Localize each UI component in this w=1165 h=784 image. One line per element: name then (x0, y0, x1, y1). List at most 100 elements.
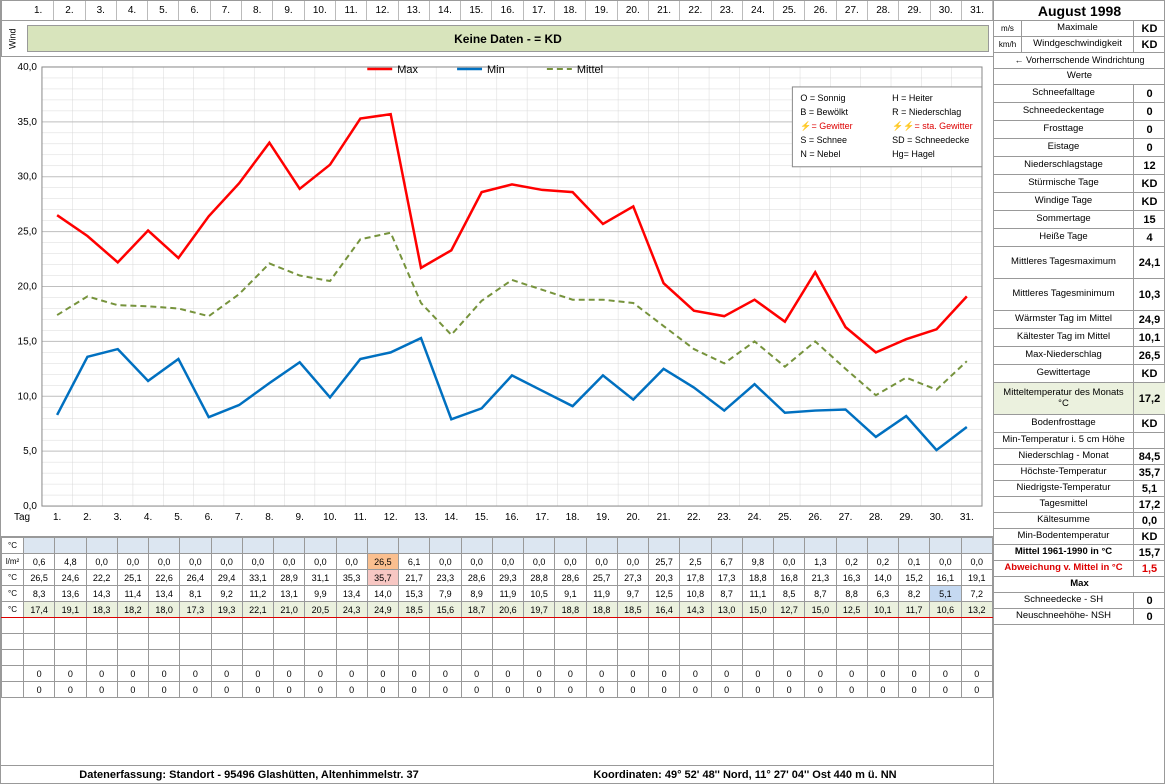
data-cell: 0,0 (930, 554, 961, 570)
data-cell: 9,8 (742, 554, 773, 570)
data-cell: 20,3 (649, 570, 680, 586)
data-cell: 13,2 (961, 602, 993, 618)
svg-text:30.: 30. (930, 512, 944, 523)
data-cell: 21,7 (399, 570, 430, 586)
data-cell (836, 538, 867, 554)
svg-text:10,0: 10,0 (18, 391, 38, 402)
stat-label: Mittleres Tagesmaximum (994, 247, 1133, 278)
data-cell: 0,0 (430, 554, 461, 570)
data-cell: 6,3 (867, 586, 898, 602)
data-cell: 8,9 (461, 586, 492, 602)
data-cell: 18,2 (117, 602, 148, 618)
day-header-cell: 20. (618, 1, 649, 20)
stat-value: 26,5 (1133, 347, 1165, 364)
svg-text:22.: 22. (687, 512, 701, 523)
data-cell: 0,0 (117, 554, 148, 570)
right-column: August 1998 m/s Maximale KD km/h Windges… (993, 1, 1165, 783)
svg-text:1.: 1. (53, 512, 61, 523)
data-cell: 12,7 (774, 602, 805, 618)
data-cell (336, 538, 367, 554)
wetter-row (2, 650, 993, 666)
svg-text:25,0: 25,0 (18, 227, 38, 238)
data-cell: 19,7 (524, 602, 555, 618)
data-cell: 17,4 (24, 602, 55, 618)
stat-value: 0,0 (1133, 513, 1165, 528)
stat-row: Heiße Tage4 (994, 229, 1165, 247)
stat-value: 24,1 (1133, 247, 1165, 278)
data-cell: 7,9 (430, 586, 461, 602)
stat-value: 0 (1133, 103, 1165, 120)
stat-label: Sommertage (994, 211, 1133, 228)
svg-text:21.: 21. (657, 512, 671, 523)
stat-row: Schneefalltage0 (994, 85, 1165, 103)
data-cell (274, 538, 305, 554)
data-cell: 10,5 (524, 586, 555, 602)
data-cell: 25,7 (586, 570, 617, 586)
day-header-cell: 1. (23, 1, 54, 20)
svg-text:19.: 19. (596, 512, 610, 523)
data-cell: 29,3 (492, 570, 523, 586)
day-header-cell: 19. (586, 1, 617, 20)
data-cell: 10,6 (930, 602, 961, 618)
data-cell: 20,5 (305, 602, 336, 618)
table-row: °C26,524,622,225,122,626,429,433,128,931… (2, 570, 993, 586)
svg-text:18.: 18. (566, 512, 580, 523)
stat-row: Niederschlagstage12 (994, 157, 1165, 175)
data-cell: 19,3 (211, 602, 242, 618)
stat-value: 17,2 (1133, 383, 1165, 414)
row-label: °C (2, 602, 24, 618)
day-header-cell: 27. (837, 1, 868, 20)
stat-value: 1,5 (1133, 561, 1165, 576)
data-cell (867, 538, 898, 554)
wind-direction-row: ← Vorherrschende Windrichtung (994, 53, 1165, 69)
data-cell: 20,6 (492, 602, 523, 618)
stat-row: Niederschlag - Monat84,5 (994, 449, 1165, 465)
schnee-row: 0000000000000000000000000000000 (2, 666, 993, 682)
data-cell: 8,5 (774, 586, 805, 602)
data-cell (680, 538, 711, 554)
data-cell: 8,3 (24, 586, 55, 602)
svg-text:13.: 13. (414, 512, 428, 523)
data-cell: 25,1 (117, 570, 148, 586)
day-header-cell: 18. (555, 1, 586, 20)
data-cell: 15,2 (899, 570, 930, 586)
stat-value: 24,9 (1133, 311, 1165, 328)
data-cell (930, 538, 961, 554)
day-header-cell: 12. (367, 1, 398, 20)
data-cell: 21,0 (274, 602, 305, 618)
table-row: l/m²0,64,80,00,00,00,00,00,00,00,00,026,… (2, 554, 993, 570)
stat-row: Windige TageKD (994, 193, 1165, 211)
stat-label: Schneedeckentage (994, 103, 1133, 120)
svg-text:B = Bewölkt: B = Bewölkt (800, 107, 848, 117)
data-cell: 8,1 (180, 586, 211, 602)
data-cell: 24,3 (336, 602, 367, 618)
data-cell (524, 538, 555, 554)
data-cell: 25,7 (649, 554, 680, 570)
day-header-cell: 17. (524, 1, 555, 20)
data-cell (117, 538, 148, 554)
day-header-cell: 4. (117, 1, 148, 20)
stat-value: 10,3 (1133, 279, 1165, 310)
data-cell: 4,8 (55, 554, 86, 570)
data-cell (367, 538, 398, 554)
stat-value: 0 (1133, 139, 1165, 156)
stat-row: Max-Niederschlag26,5 (994, 347, 1165, 365)
svg-text:R = Niederschlag: R = Niederschlag (892, 107, 961, 117)
stat-value: KD (1133, 175, 1165, 192)
day-header-cell: 28. (868, 1, 899, 20)
svg-text:Tag: Tag (14, 512, 30, 523)
stat-label: Kältester Tag im Mittel (994, 329, 1133, 346)
svg-text:6.: 6. (205, 512, 213, 523)
stat-row: Wärmster Tag im Mittel24,9 (994, 311, 1165, 329)
day-header-cell: 9. (273, 1, 304, 20)
stat-label: Wärmster Tag im Mittel (994, 311, 1133, 328)
svg-text:SD = Schneedecke: SD = Schneedecke (892, 135, 969, 145)
data-cell (492, 538, 523, 554)
data-cell: 6,1 (399, 554, 430, 570)
stat-label: Mittleres Tagesminimum (994, 279, 1133, 310)
data-cell: 24,9 (367, 602, 398, 618)
data-cell: 0,0 (586, 554, 617, 570)
svg-text:3.: 3. (114, 512, 122, 523)
stat-row: Neuschneehöhe- NSH0 (994, 609, 1165, 625)
svg-text:26.: 26. (808, 512, 822, 523)
